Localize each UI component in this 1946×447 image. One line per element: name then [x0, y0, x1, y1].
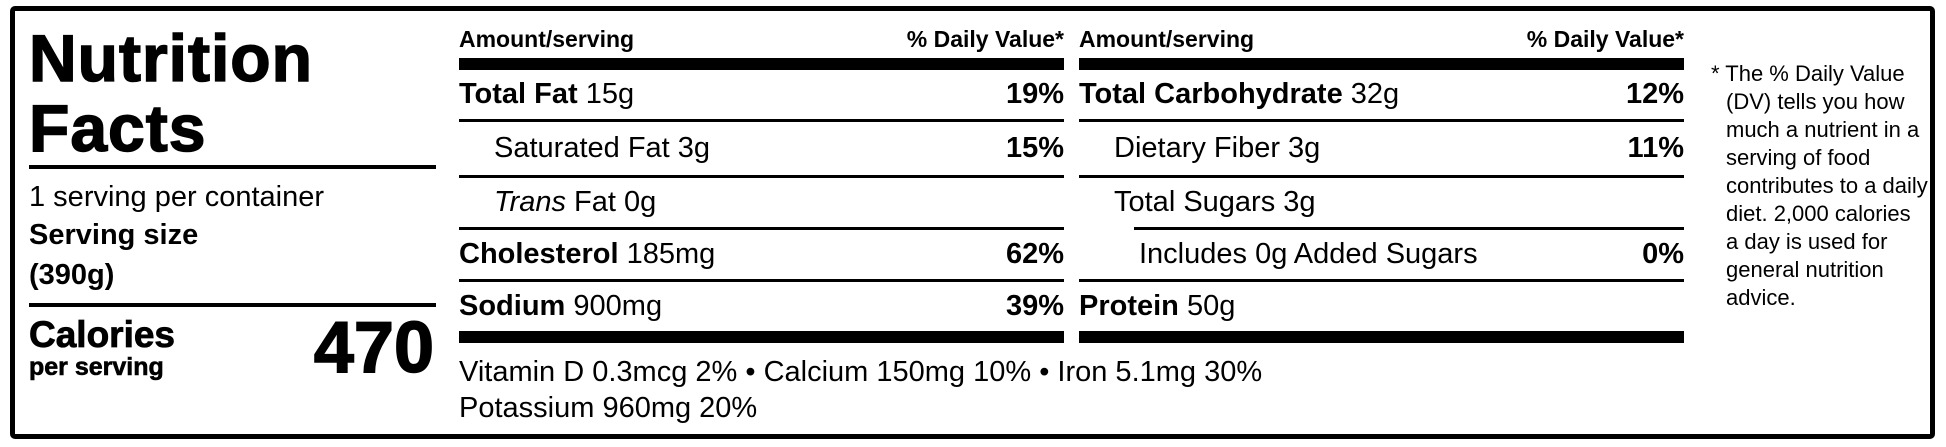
row-added-sugars: Includes 0g Added Sugars 0%: [1079, 230, 1684, 279]
servings-per-container: 1 serving per container: [29, 181, 324, 213]
row-saturated-fat: Saturated Fat 3g 15%: [459, 122, 1064, 175]
divider: [459, 119, 1064, 122]
thick-bar: [459, 58, 1064, 70]
micronutrients-line-1: Vitamin D 0.3mcg 2% • Calcium 150mg 10% …: [459, 356, 1263, 388]
divider: [29, 165, 436, 169]
daily-value: 62%: [1005, 238, 1064, 270]
daily-value: 12%: [1625, 78, 1684, 110]
divider: [1079, 279, 1684, 282]
nutrient-name: Total Carbohydrate 32g: [1079, 78, 1400, 110]
footnote-text: The % Daily Value (DV) tells you how muc…: [1725, 61, 1928, 310]
divider: [459, 279, 1064, 282]
header-daily-value: % Daily Value*: [1526, 26, 1684, 52]
header-daily-value: % Daily Value*: [906, 26, 1064, 52]
micronutrients: Vitamin D 0.3mcg 2% • Calcium 150mg 10% …: [459, 354, 1684, 426]
row-sodium: Sodium 900mg 39%: [459, 282, 1064, 331]
thick-bar: [1079, 331, 1684, 343]
nutrient-name: Total Sugars 3g: [1114, 186, 1316, 218]
column-header: Amount/serving % Daily Value*: [459, 27, 1064, 51]
left-panel: Nutrition Facts 1 serving per container …: [15, 11, 436, 434]
nutrient-name: Trans Fat 0g: [494, 186, 657, 218]
column-header: Amount/serving % Daily Value*: [1079, 27, 1684, 51]
header-amount-serving: Amount/serving: [459, 26, 635, 52]
serving-size-value: (390g): [29, 259, 115, 291]
nutrient-name: Total Fat 15g: [459, 78, 635, 110]
nutrient-name: Sodium 900mg: [459, 290, 663, 322]
footnote-marker: *: [1711, 61, 1720, 86]
daily-value: 11%: [1627, 132, 1684, 164]
row-total-carbohydrate: Total Carbohydrate 32g 12%: [1079, 70, 1684, 119]
calories-labels: Calories per serving: [29, 314, 176, 381]
nutrient-column-2: Amount/serving % Daily Value* Total Carb…: [1079, 27, 1684, 343]
row-protein: Protein 50g: [1079, 282, 1684, 331]
nutrient-panel: Amount/serving % Daily Value* Total Fat …: [459, 11, 1684, 434]
nutrient-column-1: Amount/serving % Daily Value* Total Fat …: [459, 27, 1064, 343]
row-cholesterol: Cholesterol 185mg 62%: [459, 230, 1064, 279]
daily-value-footnote: * The % Daily Value (DV) tells you how m…: [1711, 11, 1929, 434]
divider: [1079, 119, 1684, 122]
calories-sublabel: per serving: [29, 353, 164, 381]
header-amount-serving: Amount/serving: [1079, 26, 1255, 52]
nutrient-columns: Amount/serving % Daily Value* Total Fat …: [459, 27, 1684, 343]
nutrient-name: Includes 0g Added Sugars: [1139, 238, 1478, 270]
thick-bar: [459, 331, 1064, 343]
row-total-fat: Total Fat 15g 19%: [459, 70, 1064, 119]
calories-label: Calories: [29, 314, 176, 355]
daily-value: 0%: [1642, 238, 1684, 270]
row-trans-fat: Trans Fat 0g: [459, 178, 1064, 227]
nutrient-name: Saturated Fat 3g: [494, 132, 711, 164]
thick-bar: [1079, 58, 1684, 70]
serving-size-label: Serving size: [29, 219, 199, 251]
nutrient-name: Dietary Fiber 3g: [1114, 132, 1321, 164]
daily-value: 19%: [1005, 78, 1064, 110]
nutrition-facts-label: Nutrition Facts 1 serving per container …: [10, 6, 1935, 439]
daily-value: 39%: [1005, 290, 1064, 322]
nutrition-facts-title: Nutrition Facts: [28, 21, 313, 165]
divider: [459, 227, 1064, 230]
divider: [1134, 227, 1684, 230]
row-total-sugars: Total Sugars 3g: [1079, 178, 1684, 227]
daily-value: 15%: [1005, 132, 1064, 164]
row-dietary-fiber: Dietary Fiber 3g 11%: [1079, 122, 1684, 175]
divider: [1079, 175, 1684, 178]
micronutrients-line-2: Potassium 960mg 20%: [459, 392, 758, 424]
nutrient-name: Protein 50g: [1079, 290, 1236, 322]
calories-row: Calories per serving 470: [29, 308, 436, 388]
divider: [459, 175, 1064, 178]
nutrient-name: Cholesterol 185mg: [459, 238, 716, 270]
calories-value: 470: [313, 308, 435, 388]
divider: [29, 303, 436, 307]
